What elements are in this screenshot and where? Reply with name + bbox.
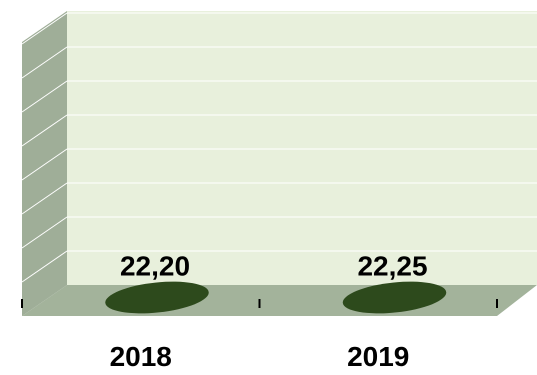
data-label-2018: 22,20 (120, 251, 190, 282)
x-tick-label-2019: 2019 (347, 341, 409, 370)
chart-walls (22, 11, 537, 316)
data-label-2019: 22,25 (357, 251, 427, 282)
x-tick-label-2018: 2018 (110, 341, 172, 370)
side-gridline (21, 216, 68, 249)
side-gridline (21, 182, 68, 215)
x-axis-ticks: 2018 2019 (21, 299, 498, 372)
side-gridline (21, 12, 68, 45)
bar-2019 (342, 281, 447, 314)
bar-2018 (105, 281, 209, 314)
bar-marks (105, 281, 447, 314)
side-gridline (21, 46, 68, 79)
side-gridline (21, 250, 68, 283)
gridlines (21, 12, 537, 283)
data-labels: 22,20 22,25 (120, 251, 428, 282)
side-gridline (21, 80, 68, 113)
side-gridline (21, 148, 68, 181)
floor (22, 285, 537, 316)
side-wall (22, 11, 67, 316)
side-gridline (21, 114, 68, 147)
back-wall (67, 11, 537, 285)
